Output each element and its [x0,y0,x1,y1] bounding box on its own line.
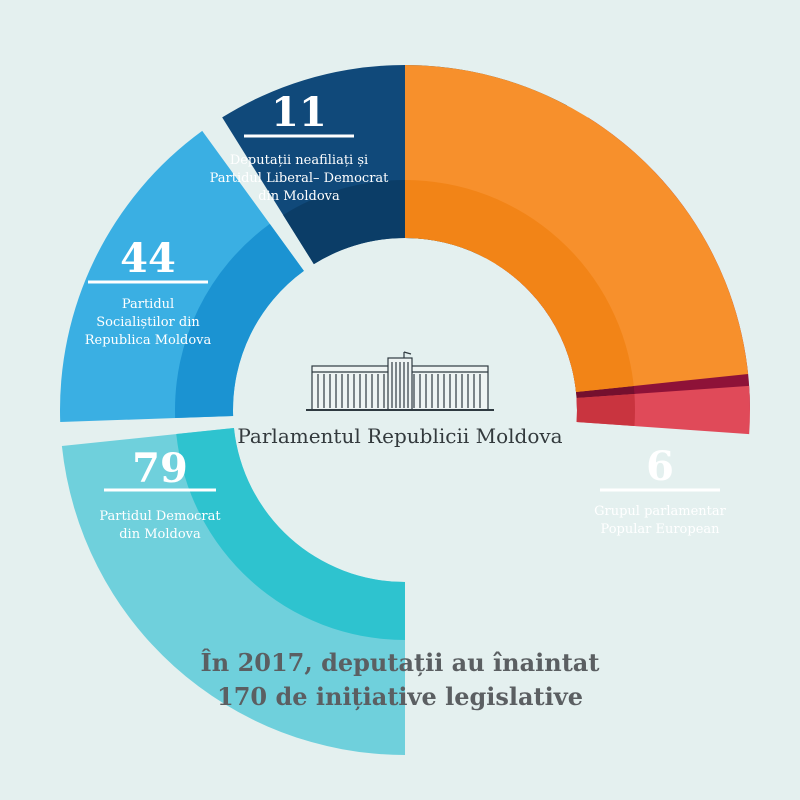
segment-inner-band-79 [176,427,405,640]
segment-label-line: Grupul parlamentar [594,504,727,519]
segment-label-line: din Moldova [119,527,201,542]
segment-inner-band-9 [576,393,635,427]
footer-line-2: 170 de inițiative legislative [217,682,583,711]
segment-label-line: Partidul [122,297,174,312]
segment-inner-band-6 [405,180,634,393]
segment-value: 11 [271,89,327,136]
segment-label-line: Deputații neafiliați și [230,153,368,168]
segment-value: 6 [646,443,674,490]
segment-value: 79 [132,445,188,492]
segment-inner-band-44 [174,223,304,419]
segment-value: 44 [120,235,176,282]
segment-label-line: Partidul Liberal– Democrat [210,171,390,186]
segment-label-line: Socialiștilor din [96,315,200,330]
segment-label-line: din Moldova [258,189,340,204]
segment-label-line: Partidul Democrat [99,509,221,524]
parliament-building-icon [306,351,494,411]
segment-79 [61,427,405,756]
center-title: Parlamentul Republicii Moldova [237,424,563,448]
footer-line-1: În 2017, deputații au înaintat [200,648,600,677]
segment-6 [405,65,749,393]
segment-label-line: Popular European [600,522,720,537]
segment-label-line: Republica Moldova [85,333,212,348]
